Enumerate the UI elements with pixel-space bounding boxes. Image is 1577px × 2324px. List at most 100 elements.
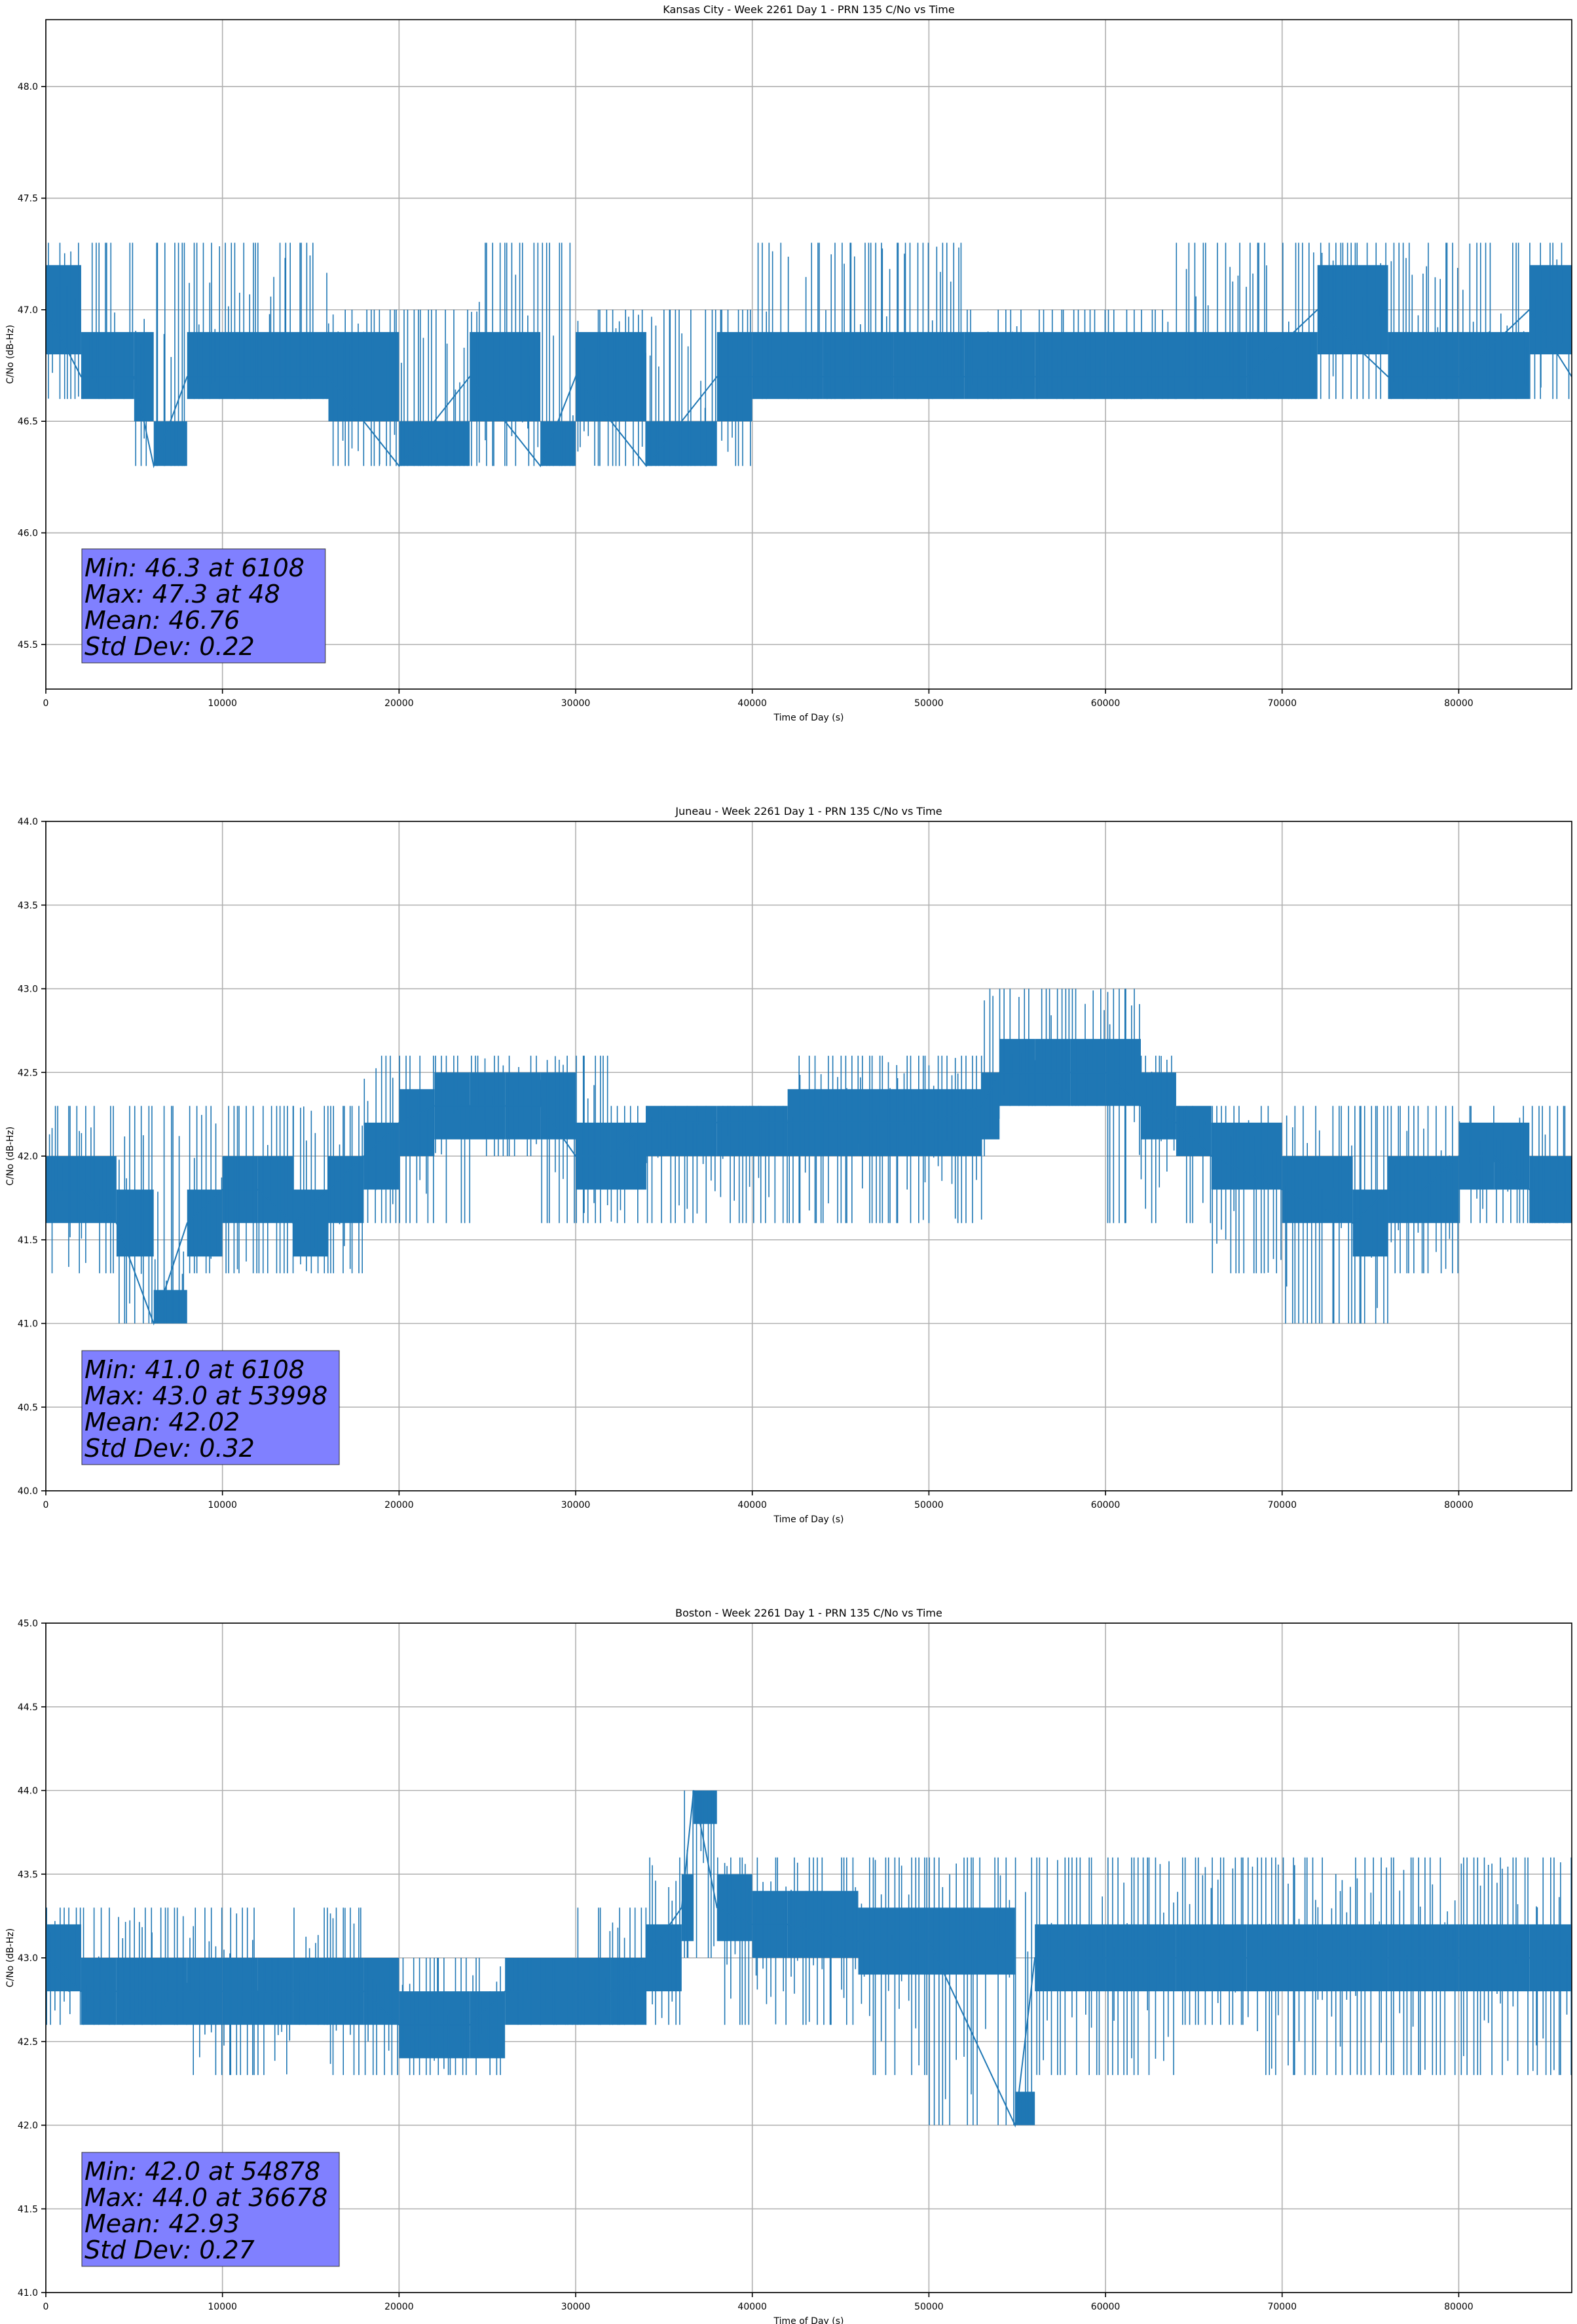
stats-line: Max: 47.3 at 48 [84, 580, 280, 609]
data-point [1529, 309, 1531, 310]
data-band [81, 1156, 117, 1224]
y-tick-label: 43.5 [18, 901, 38, 911]
data-point [504, 1991, 506, 1992]
y-tick-label: 45.5 [18, 640, 38, 650]
stats-line: Max: 44.0 at 36678 [84, 2183, 327, 2212]
x-tick-label: 80000 [1444, 2302, 1474, 2312]
data-point [469, 1105, 471, 1107]
stats-line: Max: 43.0 at 53998 [84, 1381, 327, 1410]
data-point [1387, 1957, 1389, 1959]
stats-line: Std Dev: 0.22 [84, 632, 255, 661]
data-point [469, 376, 471, 377]
data-point [1316, 309, 1318, 310]
x-tick-label: 70000 [1267, 698, 1297, 709]
data-point [1493, 1155, 1495, 1157]
y-tick-label: 41.5 [18, 2204, 38, 2215]
x-tick-label: 50000 [914, 2302, 944, 2312]
data-band [540, 1072, 576, 1140]
data-point [1529, 1189, 1531, 1190]
data-point [1105, 1957, 1106, 1959]
y-tick-label: 43.0 [18, 984, 38, 995]
data-band [1211, 1122, 1282, 1190]
x-tick-label: 40000 [737, 2302, 767, 2312]
data-band [293, 1190, 329, 1257]
data-point [398, 2024, 400, 2025]
data-point [81, 1991, 82, 1992]
y-tick-label: 40.5 [18, 1402, 38, 1413]
data-line [46, 309, 1572, 468]
chart-panel-2: 0 10000 20000 30000 40000 50000 60000 70000 8000… [5, 805, 1572, 1525]
x-tick-label: 60000 [1091, 698, 1121, 709]
data-point [151, 1991, 153, 1992]
data-point [1176, 1122, 1177, 1123]
data-point [540, 1991, 541, 1992]
x-tick-label: 70000 [1267, 1500, 1297, 1510]
data-point [257, 1991, 259, 1992]
y-tick-label: 41.0 [18, 1319, 38, 1330]
stats-line: Mean: 42.02 [84, 1408, 240, 1436]
data-band [964, 331, 1035, 400]
data-point [822, 376, 824, 377]
data-band [610, 1122, 646, 1190]
y-tick-label: 46.0 [18, 529, 38, 539]
y-axis-label: C/No (dB-Hz) [5, 325, 16, 384]
stats-box [81, 548, 326, 664]
x-tick-label: 80000 [1444, 698, 1474, 709]
stats-line: Min: 41.0 at 6108 [84, 1355, 305, 1384]
chart-title: Boston - Week 2261 Day 1 - PRN 135 C/No … [675, 1607, 942, 1619]
data-point [540, 1105, 541, 1107]
stats-line: Std Dev: 0.27 [84, 2236, 255, 2264]
data-band [752, 331, 823, 400]
y-tick-label: 46.5 [18, 417, 38, 427]
y-tick-label: 45.0 [18, 1619, 38, 1629]
data-point [81, 1189, 82, 1190]
data-point [1176, 1957, 1177, 1959]
y-tick-label: 47.5 [18, 194, 38, 204]
data-point [153, 465, 155, 467]
data-band [576, 331, 646, 422]
y-tick-label: 41.5 [18, 1235, 38, 1246]
data-band [46, 1924, 81, 1992]
data-point [646, 1957, 647, 1959]
data-point [1246, 376, 1248, 377]
stats-line: Mean: 42.93 [84, 2209, 240, 2238]
data-point [1458, 1957, 1460, 1959]
data-point [186, 376, 188, 377]
x-tick-label: 20000 [384, 698, 414, 709]
x-tick-label: 20000 [384, 2302, 414, 2312]
y-tick-label: 44.5 [18, 1702, 38, 1713]
data-point [1422, 1189, 1424, 1190]
data-band [257, 331, 329, 400]
y-tick-label: 42.5 [18, 2037, 38, 2048]
data-point [1281, 1189, 1283, 1190]
data-point [1069, 1072, 1071, 1074]
data-point [610, 1991, 612, 1992]
data-point [292, 1222, 294, 1224]
data-band [1317, 265, 1388, 354]
x-tick-label: 0 [43, 1500, 49, 1510]
data-point [134, 376, 135, 377]
x-axis-label: Time of Day (s) [773, 2316, 844, 2324]
stats-line: Mean: 46.76 [84, 606, 240, 635]
data-point [153, 1322, 155, 1324]
data-band [787, 1890, 859, 1958]
data-point [1387, 1189, 1389, 1190]
data-point [787, 1122, 788, 1123]
x-axis-label: Time of Day (s) [773, 1514, 844, 1525]
x-tick-label: 60000 [1091, 1500, 1121, 1510]
data-point [1176, 376, 1177, 377]
stats-line: Min: 42.0 at 54878 [84, 2157, 320, 2186]
x-tick-label: 10000 [208, 1500, 237, 1510]
data-point [292, 1991, 294, 1992]
stats-box [81, 2152, 340, 2267]
x-tick-label: 50000 [914, 698, 944, 709]
data-band [823, 331, 894, 400]
data-point [857, 1122, 859, 1123]
data-point [116, 1991, 117, 1992]
data-band [328, 1156, 364, 1224]
data-band [1176, 1106, 1212, 1156]
data-point [81, 376, 82, 377]
chart-title: Juneau - Week 2261 Day 1 - PRN 135 C/No … [675, 805, 942, 817]
data-point [1034, 376, 1035, 377]
